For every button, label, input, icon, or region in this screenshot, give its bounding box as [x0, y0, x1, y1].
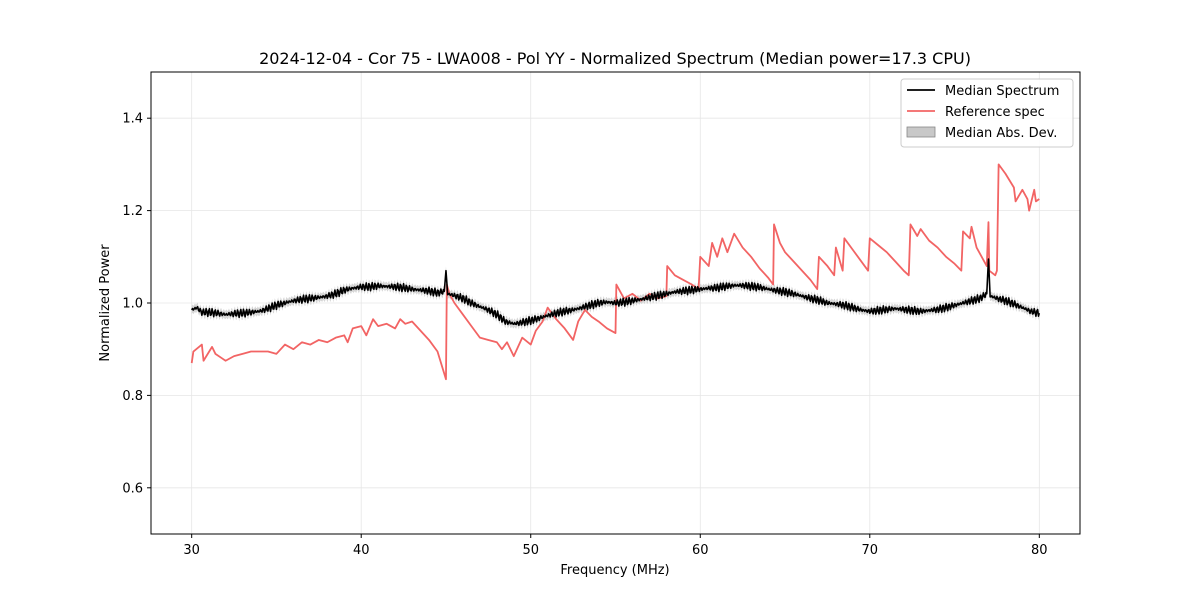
legend-median-spectrum-label: Median Spectrum	[945, 84, 1059, 99]
legend-reference-spec-label: Reference spec	[945, 105, 1045, 120]
median-spectrum-line	[191, 258, 1041, 327]
x-tick-label: 60	[692, 543, 709, 558]
x-tick-label: 50	[522, 543, 539, 558]
x-axis-label: Frequency (MHz)	[560, 563, 669, 578]
y-tick-label: 1.2	[122, 204, 143, 219]
legend: Median Spectrum Reference spec Median Ab…	[900, 78, 1074, 148]
x-tick-label: 70	[862, 543, 879, 558]
y-tick-label: 0.6	[122, 481, 143, 496]
y-axis-label: Normalized Power	[98, 244, 113, 362]
chart-title: 2024-12-04 - Cor 75 - LWA008 - Pol YY - …	[259, 49, 971, 68]
series-layer	[190, 163, 1041, 381]
legend-mad-swatch	[906, 126, 936, 138]
reference-spec-line	[190, 163, 1040, 381]
legend-box	[900, 78, 1074, 148]
x-tick-label: 80	[1031, 543, 1048, 558]
axis-ticks: 30 40 50 60 70 80 0.6 0.8 1.0 1.2 1.4	[122, 112, 1047, 558]
y-tick-label: 1.4	[122, 112, 143, 127]
x-tick-label: 30	[183, 543, 200, 558]
y-tick-label: 1.0	[122, 297, 143, 312]
x-tick-label: 40	[353, 543, 370, 558]
y-tick-label: 0.8	[122, 389, 143, 404]
legend-mad-label: Median Abs. Dev.	[945, 126, 1057, 141]
